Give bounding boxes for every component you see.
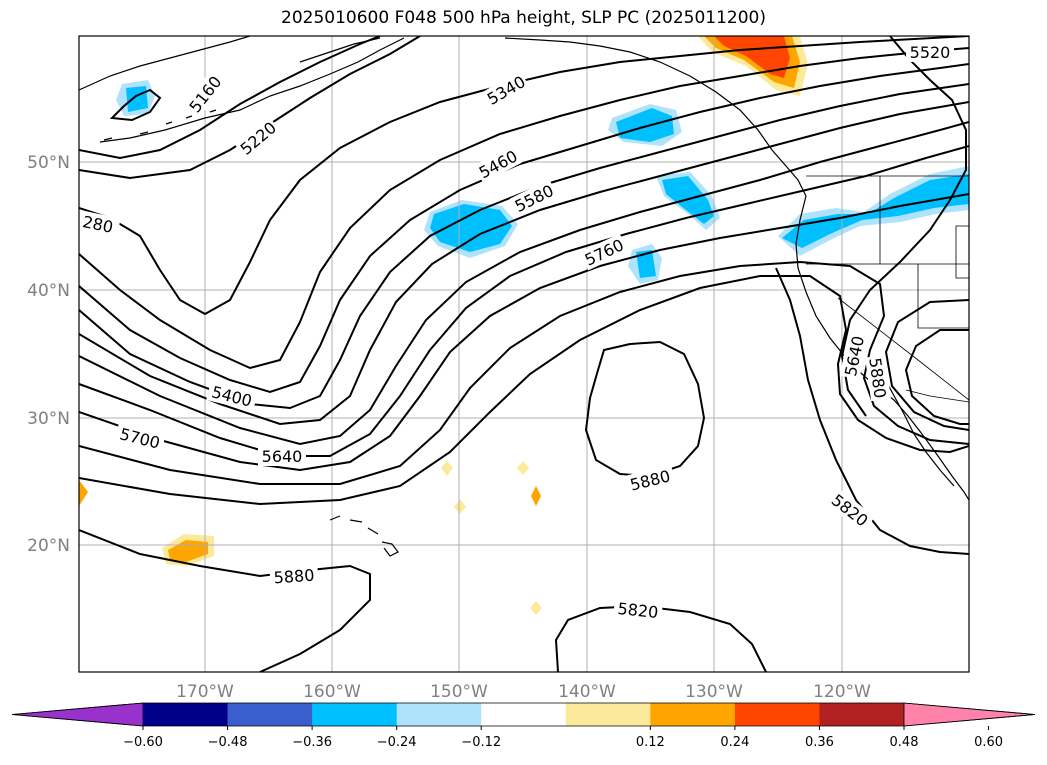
map-frame xyxy=(78,35,970,673)
label-halo xyxy=(579,233,629,271)
lat-label-40n: 40°N xyxy=(27,281,70,301)
lon-label-170w: 170°W xyxy=(176,682,234,702)
height-contour xyxy=(79,47,969,370)
colorbar-tick-label: −0.48 xyxy=(208,735,248,750)
height-contour xyxy=(79,36,381,160)
label-halo xyxy=(481,70,531,110)
colorbar-tick-label: 0.24 xyxy=(720,735,749,750)
colorbar-segment xyxy=(734,703,820,726)
positive-anomaly-patch xyxy=(530,601,542,615)
contour-label: 5820 xyxy=(617,599,659,622)
label-halo xyxy=(79,210,121,239)
positive-anomaly-patch xyxy=(531,486,541,506)
colorbar-segment xyxy=(819,703,905,726)
negative-anomaly-patch xyxy=(616,108,674,142)
negative-anomaly-patch xyxy=(430,204,512,252)
height-contour xyxy=(79,260,969,485)
colorbar-segment xyxy=(650,703,736,726)
colorbar-segment xyxy=(396,703,482,726)
positive-anomaly-patch xyxy=(714,36,790,78)
alaska-peninsula-coast xyxy=(99,37,405,143)
coastlines xyxy=(79,36,969,557)
us-canada-west-coast xyxy=(795,195,969,501)
height-contours xyxy=(79,36,969,672)
political-borders xyxy=(806,175,969,403)
us-mexico-border xyxy=(905,389,969,403)
height-contour xyxy=(79,121,969,446)
label-halo xyxy=(839,332,869,380)
hawaii-islands xyxy=(329,515,399,557)
label-halo xyxy=(269,564,319,588)
height-contour xyxy=(840,36,967,417)
positive-anomaly-patch xyxy=(79,480,88,506)
height-contour xyxy=(584,340,706,478)
lat-label-30n: 30°N xyxy=(27,409,70,429)
bering-north-coast xyxy=(79,36,251,91)
negative-anomaly-patch xyxy=(636,250,656,278)
height-contour xyxy=(79,36,969,316)
colorbar-segment xyxy=(481,703,567,726)
colorbar-tick-label: 0.12 xyxy=(636,735,665,750)
colorbar-tick-label: 0.36 xyxy=(805,735,834,750)
height-contour xyxy=(884,299,969,431)
label-halo xyxy=(613,597,663,623)
contour-label: 5640 xyxy=(262,447,303,466)
label-halo xyxy=(114,422,166,454)
colorbar-tick-label: 0.48 xyxy=(890,735,919,750)
contour-labels: 5160 5220 5340 5460 5580 5760 5520 280 5… xyxy=(79,42,954,623)
colorbar-segment xyxy=(227,703,313,726)
negative-anomaly-patch xyxy=(126,86,148,112)
aleutian-islands xyxy=(103,109,217,141)
height-contour xyxy=(79,101,969,426)
label-halo xyxy=(473,144,523,184)
colorbar-tick-label: −0.60 xyxy=(123,735,163,750)
height-contour xyxy=(79,193,969,472)
height-contour xyxy=(775,267,969,555)
label-halo xyxy=(906,42,954,62)
label-halo xyxy=(865,354,891,402)
lat-label-50n: 50°N xyxy=(27,153,70,173)
label-halo xyxy=(234,116,282,160)
height-contour xyxy=(79,63,969,394)
label-halo xyxy=(824,487,876,533)
label-halo xyxy=(206,380,258,412)
colorbar-tick-label: −0.36 xyxy=(292,735,332,750)
contour-label: 5520 xyxy=(910,43,951,62)
colorbar-extend-min xyxy=(11,702,144,727)
lon-label-160w: 160°W xyxy=(303,682,361,702)
height-contour xyxy=(79,275,969,506)
colorbar-segment xyxy=(312,703,398,726)
map-content: 5160 5220 5340 5460 5580 5760 5520 280 5… xyxy=(79,36,969,672)
map-title: 2025010600 F048 500 hPa height, SLP PC (… xyxy=(281,8,766,28)
colorbar-tick-label: −0.24 xyxy=(377,735,417,750)
colorbar-tick-label: 0.60 xyxy=(974,735,1003,750)
colorbar-extend-max xyxy=(903,702,1036,727)
lon-label-150w: 150°W xyxy=(430,682,488,702)
colorbar-tick-label: −0.12 xyxy=(461,735,501,750)
label-halo xyxy=(509,179,559,217)
lon-label-130w: 130°W xyxy=(685,682,743,702)
colorbar: −0.60 −0.48 −0.36 −0.24 −0.12 0.12 0.24 0.36 0.4… xyxy=(11,702,1036,750)
contour-label: 5880 xyxy=(273,566,315,588)
label-halo xyxy=(624,464,676,496)
positive-anomaly-patch xyxy=(441,461,453,476)
height-contour xyxy=(109,88,162,122)
label-halo xyxy=(258,446,306,466)
positive-anomaly-patch xyxy=(454,499,466,514)
label-halo xyxy=(182,72,226,120)
colorbar-segment xyxy=(565,703,651,726)
height-contour xyxy=(79,529,371,672)
lon-label-140w: 140°W xyxy=(558,682,616,702)
lat-label-20n: 20°N xyxy=(27,536,70,556)
colorbar-segment xyxy=(143,703,229,726)
lon-label-120w: 120°W xyxy=(813,682,871,702)
map-background xyxy=(79,36,969,672)
longitude-labels: 170°W 160°W 150°W 140°W 130°W 120°W xyxy=(176,682,871,702)
height-contour xyxy=(904,329,969,425)
positive-anomaly-patch xyxy=(517,461,529,475)
state-borders xyxy=(806,176,969,401)
latitude-labels: 50°N 40°N 30°N 20°N xyxy=(27,153,70,556)
